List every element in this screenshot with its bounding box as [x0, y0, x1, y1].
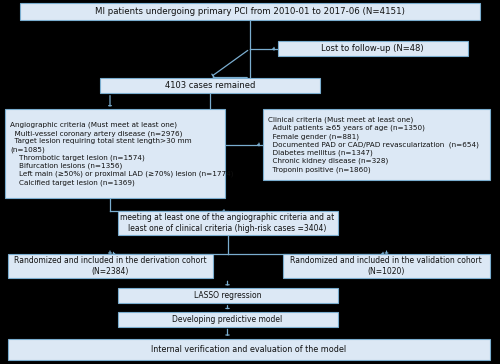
Text: Developing predictive model: Developing predictive model — [172, 315, 282, 324]
Text: Randomized and included in the derivation cohort
(N=2384): Randomized and included in the derivatio… — [14, 256, 206, 276]
FancyBboxPatch shape — [20, 3, 480, 20]
Text: LASSO regression: LASSO regression — [194, 291, 261, 300]
FancyBboxPatch shape — [118, 288, 338, 303]
Text: Clinical criteria (Must meet at least one)
  Adult patients ≥65 years of age (n=: Clinical criteria (Must meet at least on… — [268, 117, 478, 173]
FancyBboxPatch shape — [118, 211, 338, 235]
FancyBboxPatch shape — [8, 254, 212, 278]
FancyBboxPatch shape — [5, 109, 225, 198]
Text: Angiographic criteria (Must meet at least one)
  Multi-vessel coronary artery di: Angiographic criteria (Must meet at leas… — [10, 122, 234, 186]
Text: meeting at least one of the angiographic criteria and at
least one of clinical c: meeting at least one of the angiographic… — [120, 213, 334, 233]
Text: 4103 cases remained: 4103 cases remained — [165, 81, 255, 90]
Text: Lost to follow-up (N=48): Lost to follow-up (N=48) — [321, 44, 424, 53]
FancyBboxPatch shape — [282, 254, 490, 278]
FancyBboxPatch shape — [118, 312, 338, 327]
FancyBboxPatch shape — [100, 78, 320, 93]
FancyBboxPatch shape — [8, 339, 490, 360]
FancyBboxPatch shape — [278, 41, 468, 56]
Text: Randomized and included in the validation cohort
(N=1020): Randomized and included in the validatio… — [290, 256, 482, 276]
Text: MI patients undergoing primary PCI from 2010-01 to 2017-06 (N=4151): MI patients undergoing primary PCI from … — [95, 7, 405, 16]
FancyBboxPatch shape — [262, 109, 490, 180]
Text: Internal verification and evaluation of the model: Internal verification and evaluation of … — [151, 345, 346, 354]
